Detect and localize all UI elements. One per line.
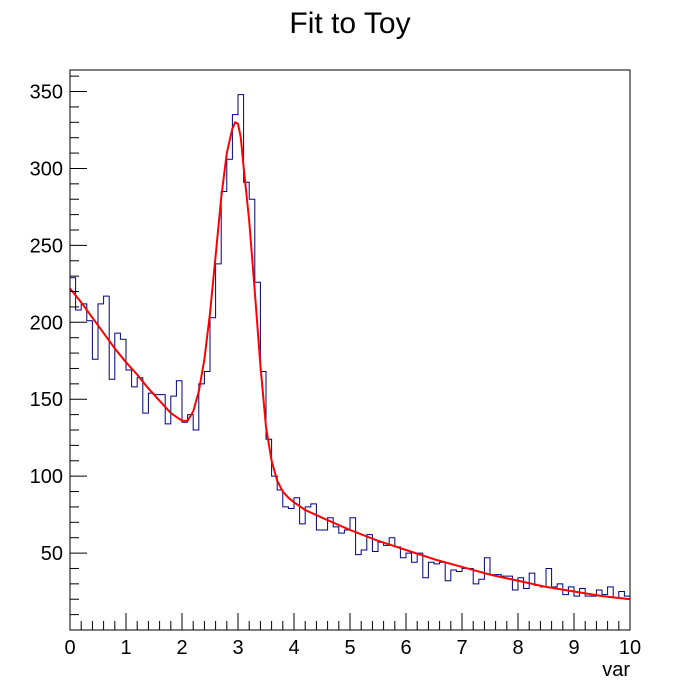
x-tick-label: 9 [568, 637, 579, 659]
x-tick-label: 8 [512, 637, 523, 659]
y-tick-label: 100 [30, 466, 63, 488]
y-tick-label: 150 [30, 389, 63, 411]
y-tick-label: 350 [30, 82, 63, 104]
x-tick-label: 10 [619, 637, 641, 659]
chart-title: Fit to Toy [289, 7, 410, 40]
x-tick-label: 7 [456, 637, 467, 659]
x-tick-label: 0 [64, 637, 75, 659]
plot-frame [69, 69, 631, 631]
y-tick-label: 250 [30, 235, 63, 257]
histogram-series [70, 94, 630, 599]
x-tick-label: 2 [176, 637, 187, 659]
y-tick-label: 50 [41, 543, 63, 565]
x-tick-label: 5 [344, 637, 355, 659]
x-tick-label: 3 [232, 637, 243, 659]
x-axis-label: var [602, 659, 630, 681]
y-tick-label: 200 [30, 312, 63, 334]
plot-area [69, 94, 631, 601]
x-tick-label: 1 [120, 637, 131, 659]
x-tick-label: 4 [288, 637, 299, 659]
fit-curve-series [69, 121, 631, 601]
x-axis: 0 1 2 3 4 5 6 7 8 9 10 [64, 613, 641, 659]
y-tick-label: 300 [30, 158, 63, 180]
y-axis: 50 100 150 200 250 300 350 [30, 75, 87, 616]
x-tick-label: 6 [400, 637, 411, 659]
